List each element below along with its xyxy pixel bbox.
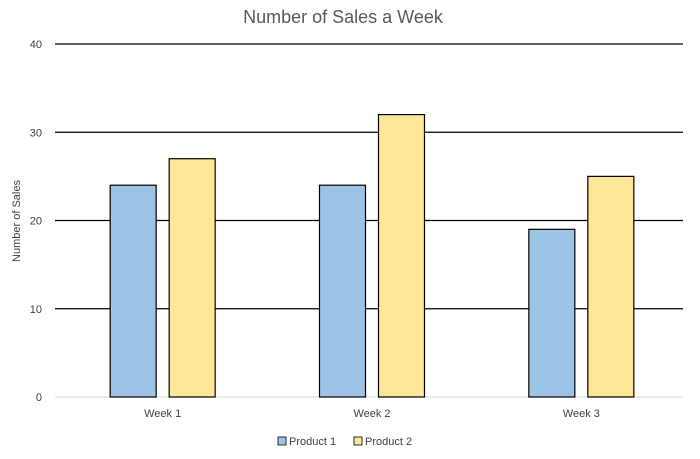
bar-product-2-week-2	[377, 113, 426, 398]
y-axis-ticks: 0 10 20 30 40	[30, 39, 42, 404]
y-tick-label: 0	[36, 392, 42, 404]
x-tick-label: Week 1	[144, 408, 181, 420]
bar-product-2-week-1	[168, 158, 216, 398]
y-axis-label: Number of Sales	[11, 180, 23, 262]
y-tick-label: 30	[30, 127, 42, 139]
bars	[109, 113, 635, 398]
x-axis-ticks: Week 1 Week 2 Week 3	[144, 408, 600, 420]
y-tick-label: 40	[30, 39, 42, 51]
y-tick-label: 20	[30, 216, 42, 228]
bar-product-1-week-1	[109, 184, 157, 398]
legend-label: Product 1	[289, 436, 336, 448]
legend-swatch	[277, 436, 287, 446]
gridlines	[55, 43, 683, 398]
bar-product-1-week-2	[318, 184, 367, 398]
legend-swatch	[353, 436, 363, 446]
legend: Product 1 Product 2	[277, 436, 412, 448]
chart-title: Number of Sales a Week	[243, 7, 444, 27]
legend-label: Product 2	[365, 436, 412, 448]
y-tick-label: 10	[30, 304, 42, 316]
bar-product-2-week-3	[587, 175, 635, 398]
x-tick-label: Week 3	[563, 408, 600, 420]
bar-product-1-week-3	[528, 228, 576, 398]
x-tick-label: Week 2	[353, 408, 390, 420]
